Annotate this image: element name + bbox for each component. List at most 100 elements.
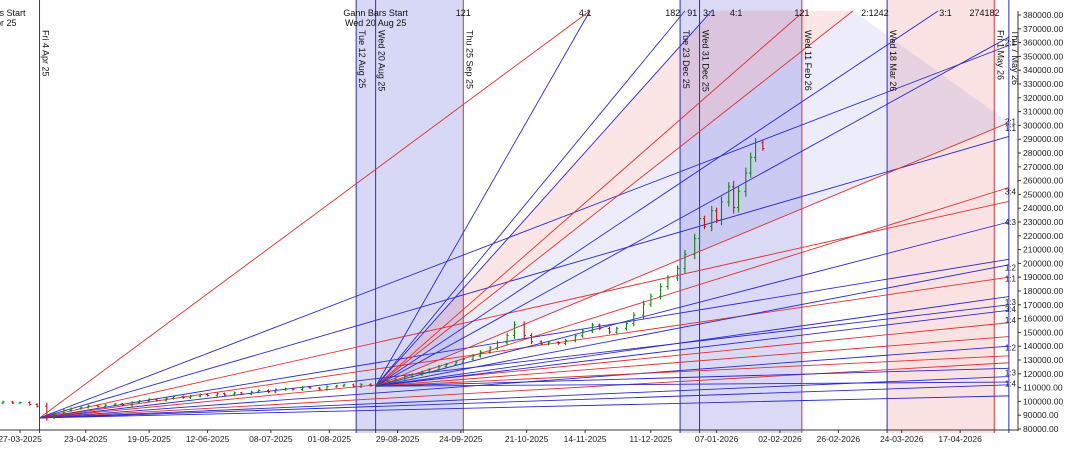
fan-ratio-label: 1:3	[1005, 298, 1017, 307]
gann-fan-ray	[375, 36, 1010, 387]
x-tick-label: 11-12-2025	[629, 434, 672, 444]
fan-ratio-label: 2:1	[1005, 117, 1017, 126]
x-tick-label: 02-02-2026	[758, 434, 802, 444]
fan-ratio-label: 1:1	[1005, 275, 1017, 284]
top-annotation-label: 182	[665, 8, 680, 18]
y-tick-label: 210000.00	[1023, 245, 1063, 255]
y-tick-label: 350000.00	[1023, 51, 1063, 61]
gann-fan-ray	[39, 200, 1009, 419]
x-tick-label: 27-03-2025	[0, 434, 42, 444]
top-annotation-label: 121	[456, 8, 471, 18]
y-tick-label: 170000.00	[1023, 300, 1063, 310]
y-tick-label: 80000.00	[1023, 424, 1059, 434]
top-annotation-label: 4:1	[579, 8, 592, 18]
gann-fan-ray	[375, 309, 1009, 387]
y-tick-label: 200000.00	[1023, 258, 1063, 268]
gann-fan-ray	[375, 10, 591, 387]
y-tick-label: 90000.00	[1023, 410, 1059, 420]
cycle-date-label: Wed 18 Mar 26	[888, 30, 898, 91]
y-tick-label: 330000.00	[1023, 79, 1063, 89]
y-tick-label: 110000.00	[1023, 383, 1063, 393]
shaded-time-zone	[356, 0, 464, 433]
fan-ratio-label: 1:2	[1005, 344, 1017, 353]
y-tick-label: 240000.00	[1023, 203, 1063, 213]
gann-fan-ray	[375, 10, 854, 387]
y-tick-label: 360000.00	[1023, 38, 1063, 48]
x-tick-label: 14-11-2025	[564, 434, 607, 444]
cycle-date-label: Fri 1 May 26	[995, 30, 1005, 80]
y-tick-label: 130000.00	[1023, 355, 1063, 365]
gann-fan-ray	[375, 367, 1009, 387]
top-annotation-label: 4:1	[730, 8, 743, 18]
y-tick-label: 120000.00	[1023, 369, 1063, 379]
x-tick-label: 08-07-2025	[249, 434, 293, 444]
cycle-date-label: Wed 20 Aug 25	[377, 30, 387, 91]
gann-fan-ray	[375, 355, 1009, 387]
gann-fan-ray	[375, 336, 1009, 387]
y-tick-label: 150000.00	[1023, 327, 1063, 337]
gann-fan-ray	[39, 395, 1009, 419]
cycle-date-label: Tue 23 Dec 25	[681, 30, 691, 89]
y-tick-label: 270000.00	[1023, 162, 1063, 172]
y-tick-label: 190000.00	[1023, 272, 1063, 282]
y-tick-label: 380000.00	[1023, 10, 1063, 20]
x-tick-label: 26-02-2026	[817, 434, 861, 444]
gann-fan-ray	[375, 122, 1010, 387]
x-tick-label: 29-08-2025	[376, 434, 420, 444]
y-tick-label: 180000.00	[1023, 286, 1063, 296]
gann-fan-ray	[375, 187, 1010, 387]
y-tick-label: 290000.00	[1023, 134, 1063, 144]
gann-fan-ray	[375, 10, 713, 387]
y-tick-label: 230000.00	[1023, 217, 1063, 227]
plot-area	[1, 0, 1010, 433]
gann-fan-ray	[375, 10, 686, 387]
top-annotation-label: 3:1	[939, 8, 952, 18]
gann-fan-ray	[39, 44, 1010, 419]
top-annotation-label: Gann Bars Start	[0, 8, 26, 18]
fan-ratio-label: 3:4	[1005, 305, 1017, 314]
fan-ratio-label: 2:1	[1005, 39, 1017, 48]
gann-fan-ray	[39, 304, 1009, 419]
x-tick-label: 21-10-2025	[505, 434, 549, 444]
cycle-date-label: Tue 12 Aug 25	[357, 30, 367, 88]
fan-ratio-label: 4:3	[1005, 218, 1017, 227]
gann-fan-ray	[39, 322, 1009, 419]
cycle-date-label: Wed 31 Dec 25	[701, 30, 711, 92]
top-annotation-label: 274182	[969, 8, 999, 18]
y-tick-label: 340000.00	[1023, 65, 1063, 75]
y-tick-label: 320000.00	[1023, 93, 1063, 103]
cycle-date-label: Wed 11 Feb 26	[803, 30, 813, 91]
gann-fan-ray	[375, 10, 805, 387]
fan-ratio-label: 1:3	[1005, 368, 1017, 377]
gann-fan-ray	[375, 10, 939, 387]
y-tick-label: 160000.00	[1023, 314, 1063, 324]
cycle-date-label: Fri 4 Apr 25	[41, 30, 51, 77]
gann-fan-ray	[39, 384, 1009, 419]
top-annotation-label: 2:1242	[861, 8, 889, 18]
fan-ratio-label: 1:1	[1005, 124, 1017, 133]
gann-fan-ray	[39, 10, 591, 419]
fan-ratio-label: 3:4	[1005, 188, 1017, 197]
y-tick-label: 140000.00	[1023, 341, 1063, 351]
y-tick-label: 100000.00	[1023, 396, 1063, 406]
y-tick-label: 280000.00	[1023, 148, 1063, 158]
x-tick-label: 24-09-2025	[439, 434, 483, 444]
gann-fan-ray	[375, 381, 1009, 387]
y-tick-label: 300000.00	[1023, 120, 1063, 130]
gann-fan-ray	[375, 221, 1009, 387]
gann-fan-ray	[39, 362, 1009, 419]
y-tick-label: 310000.00	[1023, 107, 1063, 117]
x-tick-label: 12-06-2025	[186, 434, 230, 444]
x-tick-label: 01-08-2025	[308, 434, 352, 444]
top-annotation-label: Wed 20 Aug 25	[345, 18, 406, 28]
gann-fan-ray	[375, 296, 1009, 387]
y-tick-label: 220000.00	[1023, 231, 1063, 241]
top-annotation-label: 121	[794, 8, 809, 18]
x-tick-label: 24-03-2026	[880, 434, 924, 444]
fan-ratio-label: 1:2	[1005, 264, 1017, 273]
top-annotation-label: Gann Bars Start	[343, 8, 408, 18]
top-annotation-label: 91	[687, 8, 697, 18]
cycle-date-label: Thu 7 May 26	[1010, 30, 1020, 85]
